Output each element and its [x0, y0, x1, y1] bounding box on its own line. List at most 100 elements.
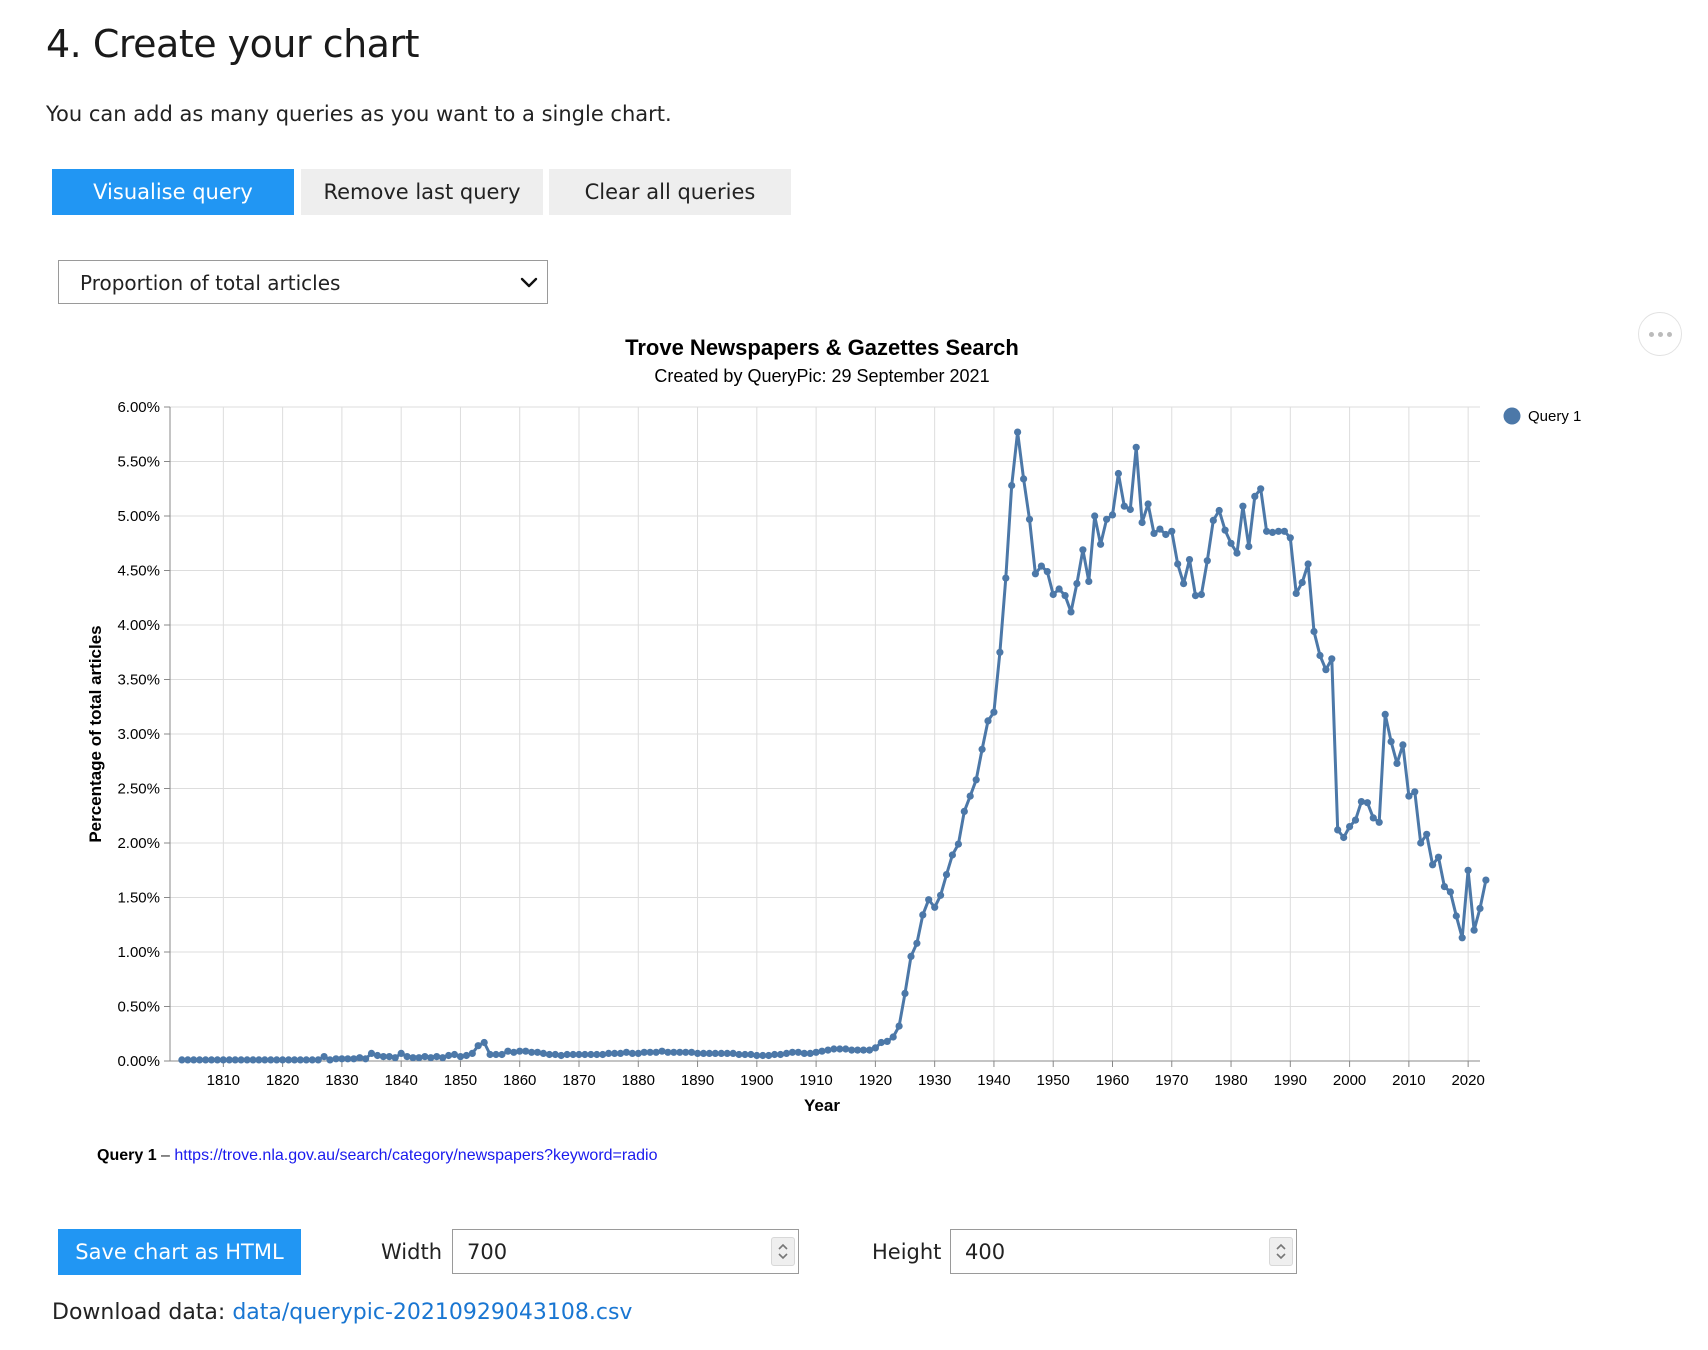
data-point[interactable] — [670, 1048, 678, 1056]
data-point[interactable] — [948, 851, 957, 859]
data-point[interactable] — [1031, 570, 1039, 578]
data-point[interactable] — [1061, 592, 1069, 600]
data-point[interactable] — [1156, 525, 1164, 533]
data-point[interactable] — [836, 1045, 844, 1053]
data-point[interactable] — [954, 840, 963, 848]
data-point[interactable] — [978, 745, 986, 753]
data-point[interactable] — [391, 1054, 399, 1062]
data-point[interactable] — [1126, 505, 1134, 514]
data-point[interactable] — [1150, 529, 1158, 537]
data-point[interactable] — [865, 1046, 874, 1054]
data-point[interactable] — [403, 1053, 411, 1061]
data-point[interactable] — [1328, 655, 1336, 663]
data-point[interactable] — [1322, 666, 1330, 674]
data-point[interactable] — [1085, 577, 1093, 585]
data-point[interactable] — [676, 1048, 684, 1056]
data-point[interactable] — [735, 1050, 743, 1059]
data-point[interactable] — [1263, 527, 1271, 535]
data-point[interactable] — [848, 1046, 856, 1054]
data-point[interactable] — [723, 1049, 731, 1057]
data-point[interactable] — [1197, 590, 1205, 599]
data-point[interactable] — [545, 1050, 554, 1059]
data-point[interactable] — [699, 1049, 708, 1057]
data-point[interactable] — [1470, 926, 1478, 934]
data-point[interactable] — [652, 1048, 660, 1056]
data-point[interactable] — [492, 1050, 500, 1059]
data-point[interactable] — [1452, 912, 1460, 920]
data-point[interactable] — [1298, 578, 1306, 587]
data-point[interactable] — [1008, 481, 1016, 490]
measure-select[interactable]: Proportion of total articles — [58, 260, 548, 304]
data-point[interactable] — [765, 1051, 773, 1060]
data-point[interactable] — [925, 896, 933, 904]
data-point[interactable] — [877, 1038, 885, 1047]
data-point[interactable] — [1458, 934, 1466, 942]
data-point[interactable] — [338, 1055, 346, 1063]
data-point[interactable] — [498, 1050, 506, 1059]
data-point[interactable] — [213, 1056, 221, 1064]
data-point[interactable] — [1446, 888, 1454, 896]
data-point[interactable] — [219, 1056, 227, 1064]
data-point[interactable] — [818, 1047, 826, 1055]
data-point[interactable] — [1393, 759, 1401, 767]
data-point[interactable] — [332, 1055, 340, 1063]
data-point[interactable] — [516, 1047, 524, 1055]
data-point[interactable] — [249, 1056, 257, 1064]
data-point[interactable] — [889, 1033, 897, 1041]
data-point[interactable] — [1120, 502, 1128, 510]
data-point[interactable] — [883, 1037, 891, 1045]
data-point[interactable] — [984, 717, 992, 725]
data-point[interactable] — [279, 1056, 287, 1064]
data-point[interactable] — [1138, 518, 1146, 527]
data-point[interactable] — [1079, 546, 1087, 554]
data-point[interactable] — [1423, 830, 1431, 838]
data-point[interactable] — [1369, 814, 1377, 822]
data-point[interactable] — [913, 939, 921, 947]
data-point[interactable] — [1387, 738, 1395, 746]
data-point[interactable] — [895, 1022, 903, 1030]
data-point[interactable] — [1002, 574, 1010, 582]
save-chart-button[interactable]: Save chart as HTML — [58, 1229, 301, 1275]
data-point[interactable] — [504, 1047, 512, 1055]
data-point[interactable] — [972, 776, 980, 784]
data-point[interactable] — [907, 952, 915, 961]
data-point[interactable] — [1239, 502, 1247, 510]
data-point[interactable] — [634, 1049, 642, 1057]
data-point[interactable] — [1482, 876, 1490, 884]
data-point[interactable] — [1351, 816, 1360, 824]
data-point[interactable] — [1114, 469, 1122, 478]
data-point[interactable] — [225, 1056, 233, 1064]
data-point[interactable] — [468, 1049, 476, 1057]
data-point[interactable] — [1274, 527, 1283, 535]
data-point[interactable] — [759, 1051, 767, 1060]
data-point[interactable] — [267, 1056, 275, 1064]
query-reference-link[interactable]: https://trove.nla.gov.au/search/category… — [174, 1147, 658, 1164]
data-point[interactable] — [462, 1051, 470, 1060]
data-point[interactable] — [385, 1053, 393, 1061]
data-point[interactable] — [605, 1049, 613, 1057]
data-point[interactable] — [314, 1056, 322, 1064]
data-point[interactable] — [1316, 651, 1324, 660]
data-point[interactable] — [1233, 549, 1241, 557]
data-point[interactable] — [1209, 516, 1217, 524]
data-point[interactable] — [966, 792, 974, 800]
data-point[interactable] — [202, 1056, 210, 1064]
data-point[interactable] — [1334, 826, 1342, 834]
data-point[interactable] — [824, 1046, 832, 1054]
data-point[interactable] — [409, 1054, 417, 1062]
data-point[interactable] — [682, 1048, 690, 1056]
data-point[interactable] — [1280, 527, 1288, 535]
data-point[interactable] — [711, 1049, 719, 1057]
data-point[interactable] — [587, 1050, 595, 1059]
data-point[interactable] — [1091, 512, 1099, 520]
data-point[interactable] — [1174, 560, 1182, 568]
data-point[interactable] — [533, 1048, 542, 1056]
data-point[interactable] — [1097, 540, 1105, 548]
data-point[interactable] — [1381, 710, 1389, 718]
data-point[interactable] — [510, 1048, 518, 1056]
download-csv-link[interactable]: data/querypic-20210929043108.csv — [232, 1300, 633, 1325]
data-point[interactable] — [842, 1045, 850, 1053]
remove-last-query-button[interactable]: Remove last query — [301, 169, 543, 215]
data-point[interactable] — [1357, 798, 1365, 806]
data-point[interactable] — [231, 1056, 239, 1064]
